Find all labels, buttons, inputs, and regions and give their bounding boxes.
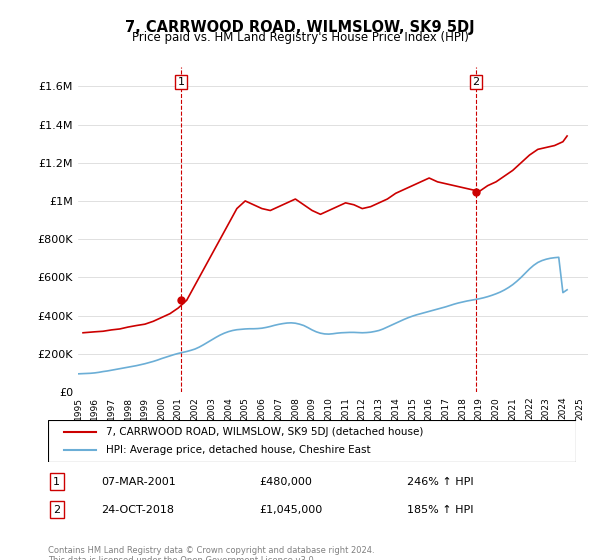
- Text: Contains HM Land Registry data © Crown copyright and database right 2024.
This d: Contains HM Land Registry data © Crown c…: [48, 546, 374, 560]
- Text: HPI: Average price, detached house, Cheshire East: HPI: Average price, detached house, Ches…: [106, 445, 371, 455]
- Text: 185% ↑ HPI: 185% ↑ HPI: [407, 505, 473, 515]
- Text: 07-MAR-2001: 07-MAR-2001: [101, 477, 176, 487]
- Text: 2: 2: [473, 77, 479, 87]
- Text: 1: 1: [53, 477, 60, 487]
- Text: 24-OCT-2018: 24-OCT-2018: [101, 505, 174, 515]
- Text: 246% ↑ HPI: 246% ↑ HPI: [407, 477, 473, 487]
- Text: Price paid vs. HM Land Registry's House Price Index (HPI): Price paid vs. HM Land Registry's House …: [131, 31, 469, 44]
- Text: 2: 2: [53, 505, 61, 515]
- Text: 7, CARRWOOD ROAD, WILMSLOW, SK9 5DJ (detached house): 7, CARRWOOD ROAD, WILMSLOW, SK9 5DJ (det…: [106, 427, 424, 437]
- Text: £1,045,000: £1,045,000: [259, 505, 322, 515]
- Text: £480,000: £480,000: [259, 477, 312, 487]
- Text: 1: 1: [178, 77, 185, 87]
- Text: 7, CARRWOOD ROAD, WILMSLOW, SK9 5DJ: 7, CARRWOOD ROAD, WILMSLOW, SK9 5DJ: [125, 20, 475, 35]
